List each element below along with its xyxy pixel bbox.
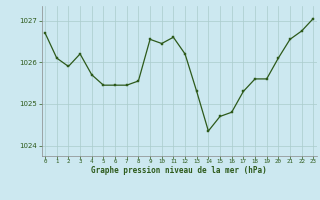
X-axis label: Graphe pression niveau de la mer (hPa): Graphe pression niveau de la mer (hPa) (91, 166, 267, 175)
